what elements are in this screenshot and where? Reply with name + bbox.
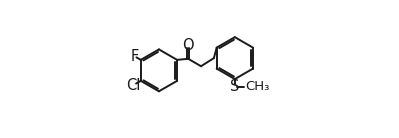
Text: CH₃: CH₃ (246, 80, 270, 93)
Text: F: F (130, 49, 138, 64)
Text: Cl: Cl (126, 78, 140, 93)
Text: S: S (230, 79, 239, 94)
Text: O: O (182, 38, 194, 53)
